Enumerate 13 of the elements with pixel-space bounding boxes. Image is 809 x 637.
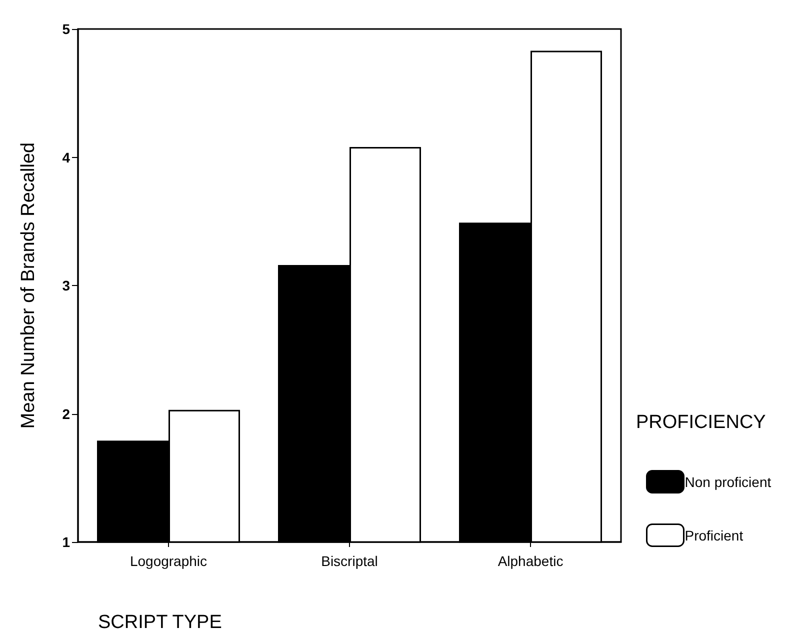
- x-axis-title: SCRIPT TYPE: [98, 612, 222, 633]
- x-tick-label: Biscriptal: [321, 553, 378, 569]
- y-tick-label: 1: [62, 534, 70, 550]
- x-tick-label: Alphabetic: [498, 553, 564, 569]
- y-tick-label: 4: [62, 149, 70, 166]
- y-tick-label: 2: [62, 406, 70, 422]
- legend-title: PROFICIENCY: [636, 412, 766, 433]
- y-tick-label: 5: [62, 21, 70, 37]
- x-tick-label: Logographic: [130, 553, 208, 569]
- y-axis-title: Mean Number of Brands Recalled: [18, 142, 39, 429]
- legend-label: Non proficient: [684, 474, 772, 490]
- y-tick-label: 3: [62, 278, 70, 294]
- legend-label: Proficient: [684, 527, 744, 544]
